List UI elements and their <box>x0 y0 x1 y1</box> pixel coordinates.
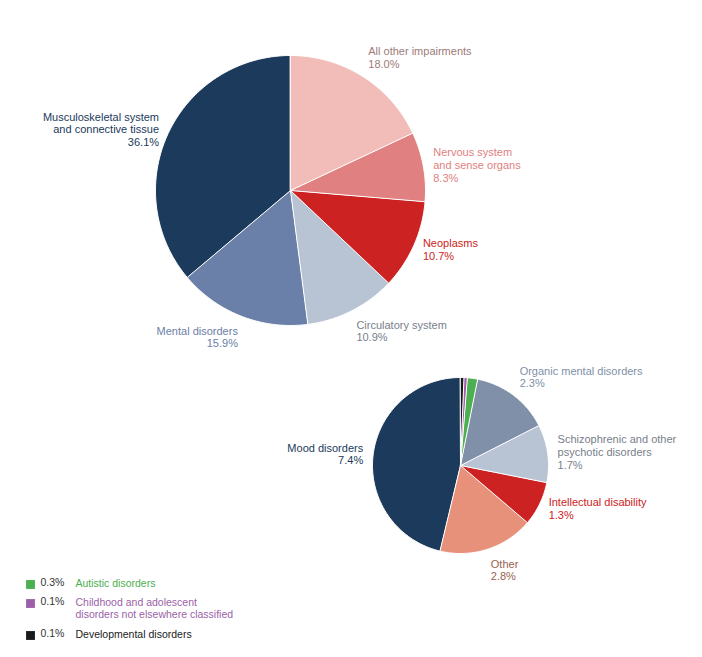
svg-text:Childhood and adolescentdisord: Childhood and adolescentdisorders not el… <box>76 596 234 620</box>
svg-text:All other impairments18.0%: All other impairments18.0% <box>368 45 472 70</box>
svg-text:Autistic disorders: Autistic disorders <box>76 577 156 589</box>
svg-text:0.1%: 0.1% <box>41 627 65 639</box>
svg-text:0.1%: 0.1% <box>41 595 65 607</box>
svg-text:Nervous systemand sense organs: Nervous systemand sense organs8.3% <box>433 146 521 183</box>
svg-text:Mood disorders7.4%: Mood disorders7.4% <box>287 442 363 467</box>
svg-text:Neoplasms10.7%: Neoplasms10.7% <box>423 237 479 262</box>
svg-text:Musculoskeletal systemand conn: Musculoskeletal systemand connective tis… <box>43 111 159 148</box>
svg-text:Intellectual disability1.3%: Intellectual disability1.3% <box>549 496 647 521</box>
svg-text:0.3%: 0.3% <box>41 576 65 588</box>
svg-text:Mental disorders15.9%: Mental disorders15.9% <box>157 325 239 350</box>
svg-text:Other2.8%: Other2.8% <box>491 558 519 583</box>
svg-text:Circulatory system10.9%: Circulatory system10.9% <box>356 319 446 344</box>
svg-text:Schizophrenic and otherpsychot: Schizophrenic and otherpsychotic disorde… <box>558 433 677 470</box>
svg-text:Developmental disorders: Developmental disorders <box>76 628 192 640</box>
svg-text:Organic mental disorders2.3%: Organic mental disorders2.3% <box>520 365 643 390</box>
